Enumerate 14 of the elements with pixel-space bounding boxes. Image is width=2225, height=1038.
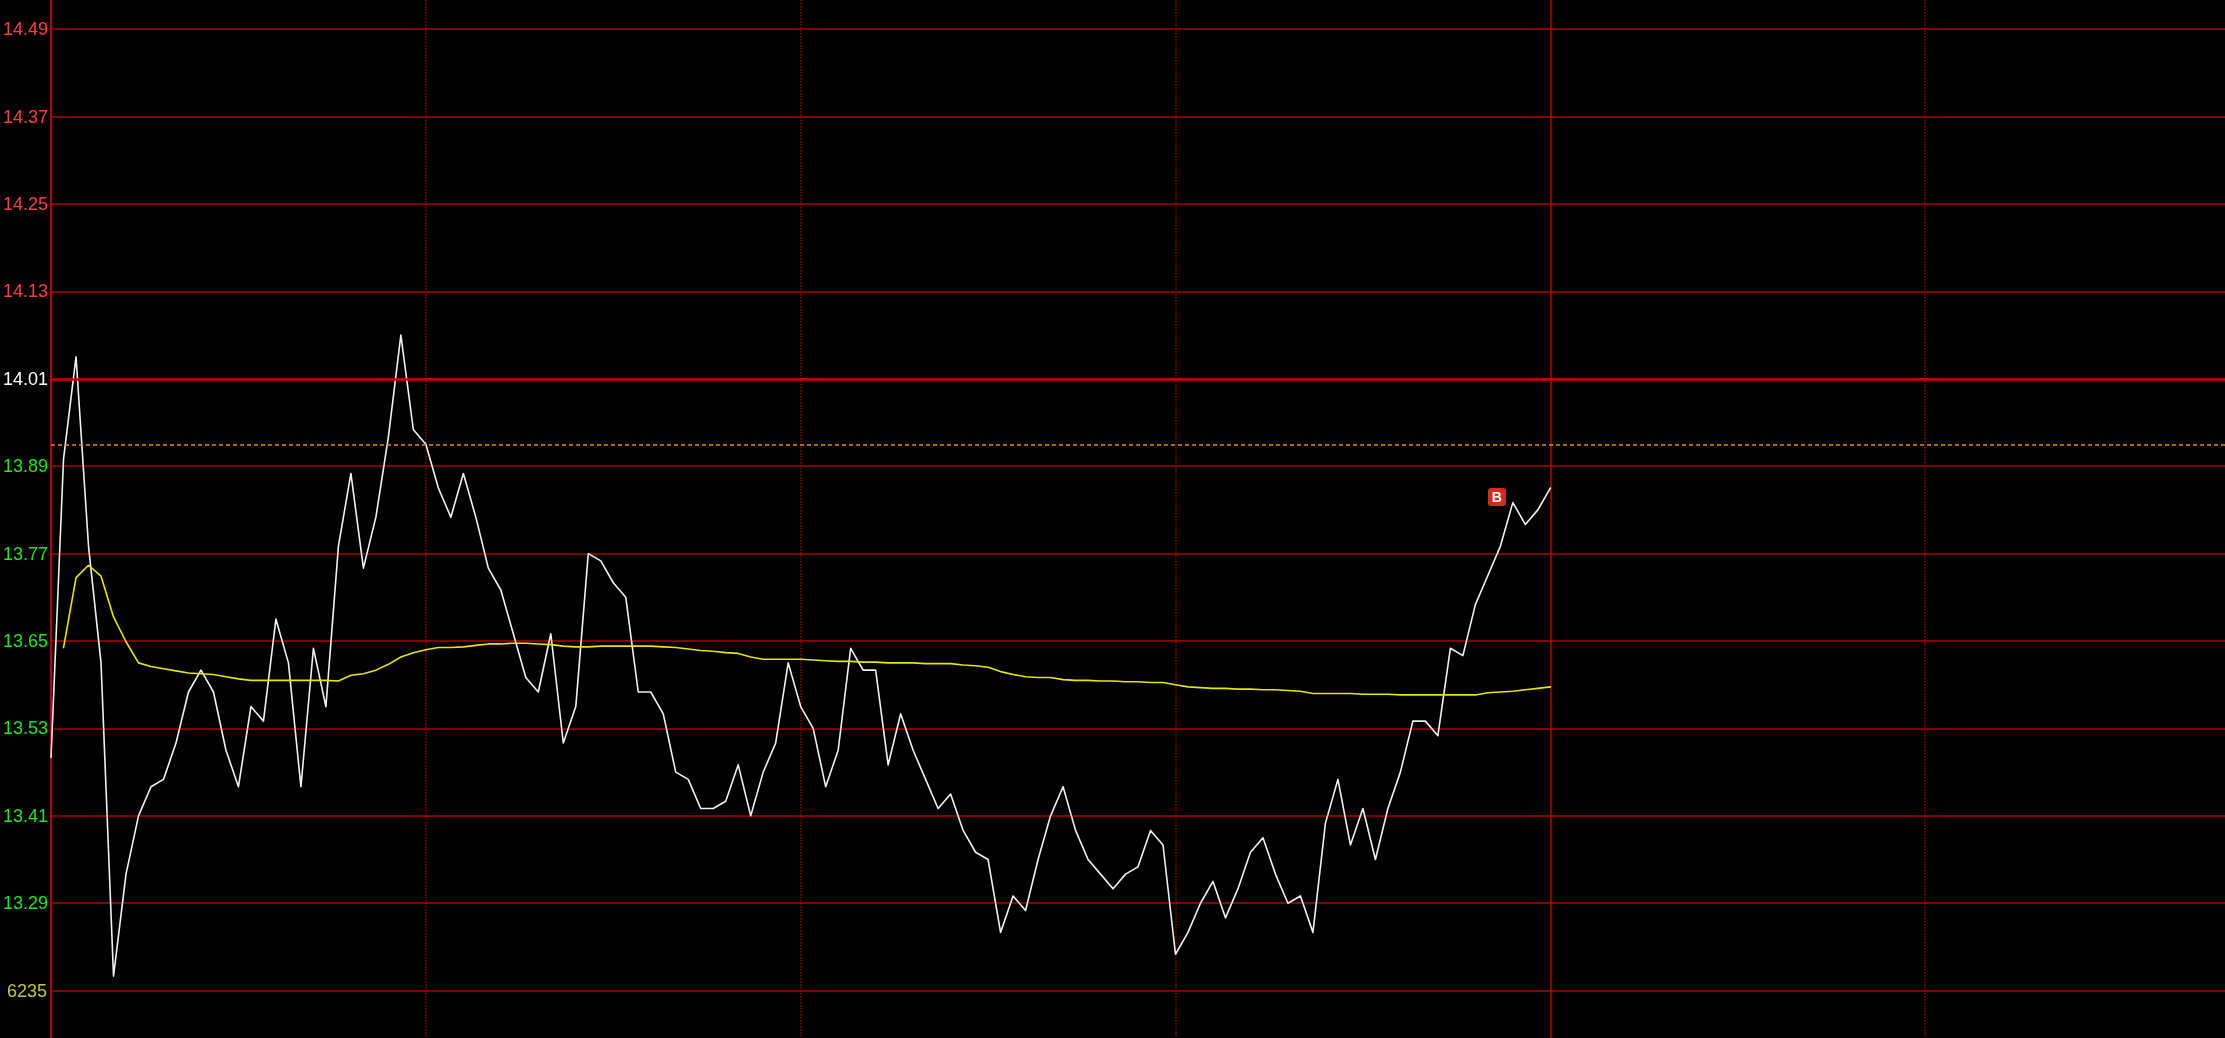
y-tick-label: 14.37 (3, 106, 49, 127)
y-tick-label: 13.65 (3, 631, 49, 652)
y-tick-label: 13.29 (3, 893, 49, 914)
y-tick-label: 13.77 (3, 543, 49, 564)
y-tick-label: 14.01 (3, 368, 49, 389)
y-tick-label: 13.89 (3, 456, 49, 477)
line-series (50, 334, 1552, 977)
text: 6235 (6, 980, 47, 1001)
y-tick-label: 13.53 (3, 718, 49, 739)
y-tick-label: 13.41 (3, 805, 49, 826)
y-tick-label: 14.49 (3, 19, 49, 40)
y-tick-label: 14.25 (3, 193, 49, 214)
line-series (62, 564, 1552, 696)
y-tick-label: 14.13 (3, 281, 49, 302)
